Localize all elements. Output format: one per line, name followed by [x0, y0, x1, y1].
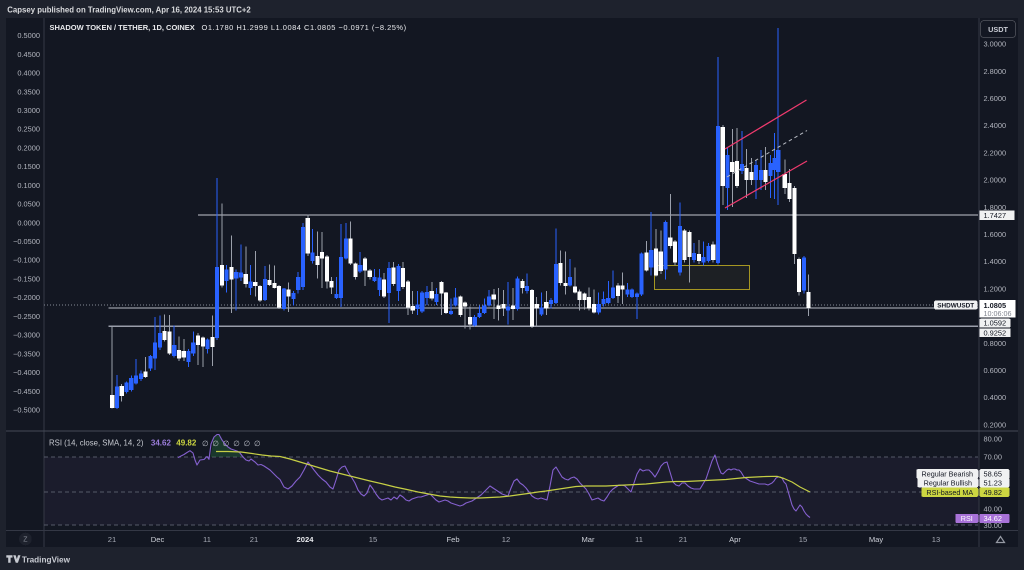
svg-text:0.1000: 0.1000: [17, 181, 40, 190]
svg-text:49.82: 49.82: [984, 488, 1003, 497]
svg-text:∅: ∅: [223, 439, 230, 448]
svg-text:70.00: 70.00: [984, 453, 1003, 462]
svg-text:0.2500: 0.2500: [17, 125, 40, 134]
svg-text:0.6000: 0.6000: [984, 366, 1007, 375]
svg-text:0.4000: 0.4000: [17, 69, 40, 78]
svg-text:21: 21: [250, 535, 258, 544]
svg-text:15: 15: [369, 535, 377, 544]
svg-text:2.6000: 2.6000: [984, 94, 1007, 103]
svg-text:2.8000: 2.8000: [984, 67, 1007, 76]
svg-text:Feb: Feb: [446, 535, 459, 544]
svg-text:10:06:06: 10:06:06: [984, 309, 1012, 318]
svg-text:21: 21: [679, 535, 687, 544]
svg-text:1.0592: 1.0592: [984, 319, 1007, 328]
svg-text:−0.5000: −0.5000: [13, 406, 40, 415]
svg-text:11: 11: [203, 535, 211, 544]
svg-text:RSI-based MA: RSI-based MA: [926, 488, 973, 497]
svg-text:0.4500: 0.4500: [17, 50, 40, 59]
svg-text:∅: ∅: [254, 439, 261, 448]
svg-text:∅: ∅: [244, 439, 251, 448]
svg-text:TradingView: TradingView: [22, 556, 71, 565]
svg-text:−0.2500: −0.2500: [13, 312, 40, 321]
svg-text:∅: ∅: [212, 439, 219, 448]
svg-text:0.3000: 0.3000: [17, 106, 40, 115]
svg-text:RSI (14, close, SMA, 14, 2): RSI (14, close, SMA, 14, 2): [49, 439, 144, 448]
svg-text:O1.1780 H1.2999 L1.0084 C1.080: O1.1780 H1.2999 L1.0084 C1.0805 −0.0971 …: [202, 23, 407, 32]
svg-text:2.4000: 2.4000: [984, 121, 1007, 130]
svg-text:11: 11: [635, 535, 643, 544]
svg-text:2.0000: 2.0000: [984, 176, 1007, 185]
svg-text:SHADOW TOKEN / TETHER, 1D, COI: SHADOW TOKEN / TETHER, 1D, COINEX: [50, 23, 195, 32]
svg-text:80.00: 80.00: [984, 434, 1003, 443]
svg-text:0.2000: 0.2000: [17, 143, 40, 152]
svg-text:0.5000: 0.5000: [17, 31, 40, 40]
svg-text:−0.4000: −0.4000: [13, 368, 40, 377]
svg-text:Regular Bearish: Regular Bearish: [922, 470, 974, 479]
svg-text:13: 13: [932, 535, 940, 544]
svg-text:−0.3500: −0.3500: [13, 349, 40, 358]
svg-text:RSI: RSI: [961, 514, 973, 523]
svg-text:0.9252: 0.9252: [984, 328, 1007, 337]
svg-text:0.2000: 0.2000: [984, 420, 1007, 429]
svg-text:2024: 2024: [297, 535, 315, 544]
svg-text:30.00: 30.00: [984, 521, 1003, 530]
svg-text:21: 21: [108, 535, 116, 544]
svg-text:−0.1000: −0.1000: [13, 256, 40, 265]
svg-text:12: 12: [502, 535, 510, 544]
svg-text:1.4000: 1.4000: [984, 257, 1007, 266]
svg-text:−0.1500: −0.1500: [13, 275, 40, 284]
svg-text:2.2000: 2.2000: [984, 148, 1007, 157]
svg-text:0.3500: 0.3500: [17, 87, 40, 96]
svg-text:0.4000: 0.4000: [984, 393, 1007, 402]
svg-text:1.8000: 1.8000: [984, 203, 1007, 212]
svg-text:0.0000: 0.0000: [17, 218, 40, 227]
svg-text:0.0500: 0.0500: [17, 200, 40, 209]
svg-text:1.0805: 1.0805: [984, 301, 1007, 310]
svg-text:34.62: 34.62: [984, 514, 1003, 523]
svg-text:Z: Z: [23, 537, 28, 544]
svg-text:0.8000: 0.8000: [984, 339, 1007, 348]
svg-text:∅: ∅: [233, 439, 240, 448]
svg-text:3.0000: 3.0000: [984, 40, 1007, 49]
svg-text:40.00: 40.00: [984, 504, 1003, 513]
svg-text:−0.0500: −0.0500: [13, 237, 40, 246]
svg-text:51.23: 51.23: [984, 478, 1003, 487]
svg-text:Regular Bullish: Regular Bullish: [924, 478, 972, 487]
svg-text:Dec: Dec: [151, 535, 165, 544]
svg-text:0.1500: 0.1500: [17, 162, 40, 171]
svg-text:15: 15: [799, 535, 807, 544]
svg-text:34.62: 34.62: [151, 439, 172, 448]
svg-text:∅: ∅: [202, 439, 209, 448]
svg-text:−0.2000: −0.2000: [13, 293, 40, 302]
svg-text:May: May: [869, 535, 884, 544]
svg-text:1.7427: 1.7427: [984, 211, 1007, 220]
svg-text:SHDWUSDT: SHDWUSDT: [937, 303, 974, 310]
svg-text:49.82: 49.82: [176, 439, 197, 448]
svg-text:Apr: Apr: [729, 535, 741, 544]
svg-text:1.2000: 1.2000: [984, 284, 1007, 293]
svg-text:Mar: Mar: [581, 535, 595, 544]
svg-text:1.6000: 1.6000: [984, 230, 1007, 239]
svg-text:58.65: 58.65: [984, 470, 1003, 479]
svg-text:USDT: USDT: [988, 25, 1008, 34]
svg-text:−0.3000: −0.3000: [13, 331, 40, 340]
svg-text:−0.4500: −0.4500: [13, 387, 40, 396]
svg-text:Capsey published on TradingVie: Capsey published on TradingView.com, Apr…: [7, 6, 251, 15]
